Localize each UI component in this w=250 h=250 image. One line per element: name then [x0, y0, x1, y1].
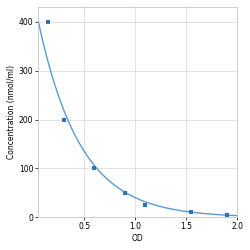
X-axis label: OD: OD — [132, 234, 143, 243]
Y-axis label: Concentration (nmol/ml): Concentration (nmol/ml) — [7, 65, 16, 159]
